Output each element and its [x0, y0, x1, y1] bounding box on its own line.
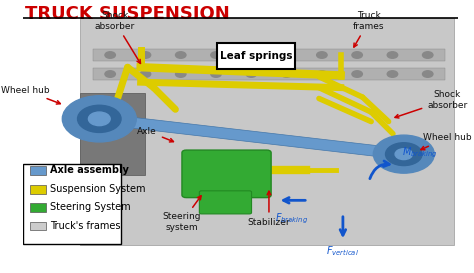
Circle shape	[422, 71, 433, 77]
Circle shape	[105, 52, 115, 58]
Circle shape	[175, 52, 186, 58]
FancyBboxPatch shape	[200, 191, 252, 214]
Circle shape	[395, 149, 412, 160]
Circle shape	[317, 71, 327, 77]
Text: Shock
absorber: Shock absorber	[94, 11, 140, 63]
Circle shape	[175, 71, 186, 77]
Text: Leaf springs: Leaf springs	[219, 51, 292, 61]
FancyBboxPatch shape	[80, 18, 454, 245]
Text: Truck
frames: Truck frames	[353, 11, 385, 47]
Bar	[30, 222, 46, 230]
Bar	[93, 49, 445, 61]
Text: Suspension System: Suspension System	[50, 184, 146, 194]
Text: Axle: Axle	[137, 127, 173, 142]
Circle shape	[352, 52, 363, 58]
Text: Shock
absorber: Shock absorber	[395, 90, 467, 118]
Circle shape	[282, 52, 292, 58]
Circle shape	[140, 52, 151, 58]
Circle shape	[105, 71, 115, 77]
FancyBboxPatch shape	[217, 43, 295, 69]
Text: $M_{braking}$: $M_{braking}$	[401, 145, 438, 160]
Text: $F_{braking}$: $F_{braking}$	[275, 211, 309, 225]
Bar	[93, 68, 445, 80]
Circle shape	[246, 71, 256, 77]
Circle shape	[78, 105, 121, 132]
Circle shape	[317, 52, 327, 58]
Circle shape	[387, 52, 398, 58]
Text: Stabilizer: Stabilizer	[247, 191, 290, 227]
Text: TRUCK SUSPENSION: TRUCK SUSPENSION	[25, 5, 230, 23]
Circle shape	[352, 71, 363, 77]
Text: $F_{vertical}$: $F_{vertical}$	[327, 244, 359, 258]
FancyBboxPatch shape	[80, 93, 145, 174]
Bar	[30, 203, 46, 212]
Bar	[30, 185, 46, 194]
Circle shape	[140, 71, 151, 77]
Text: Steering System: Steering System	[50, 202, 131, 212]
Circle shape	[374, 135, 434, 173]
FancyBboxPatch shape	[23, 164, 121, 244]
Circle shape	[422, 52, 433, 58]
Circle shape	[211, 71, 221, 77]
Text: Wheel hub: Wheel hub	[421, 133, 472, 150]
Polygon shape	[99, 113, 404, 160]
FancyBboxPatch shape	[182, 150, 271, 198]
Text: Truck's frames: Truck's frames	[50, 221, 121, 231]
Circle shape	[282, 71, 292, 77]
Circle shape	[211, 52, 221, 58]
Text: Axle assembly: Axle assembly	[50, 165, 129, 176]
Circle shape	[246, 52, 256, 58]
Circle shape	[385, 143, 422, 165]
Circle shape	[89, 112, 110, 126]
Text: Wheel hub: Wheel hub	[1, 86, 60, 104]
Text: Steering
system: Steering system	[163, 196, 201, 232]
Circle shape	[387, 71, 398, 77]
Bar	[30, 166, 46, 175]
Circle shape	[62, 96, 136, 142]
